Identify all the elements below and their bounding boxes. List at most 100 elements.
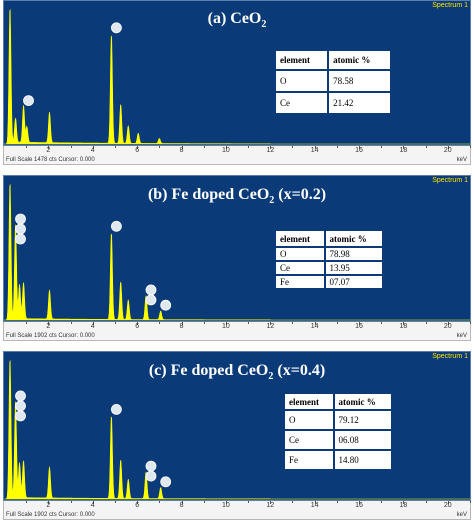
x-tick [403,501,405,504]
full-scale-text: Full Scale 1902 cts Cursor: 0.000 [6,512,95,518]
x-tick [336,322,338,324]
x-tick [314,501,316,504]
x-tick [292,501,294,503]
x-tick [270,146,272,149]
table-cell: Ce [274,260,326,276]
x-tick [381,146,383,148]
x-tick [248,322,250,324]
table-cell: Fe [283,449,335,471]
table-cell: Ce [283,429,335,451]
element-marker [15,233,26,245]
x-tick-label: 10 [221,147,230,154]
atomic-table-a: element atomic % O 78.58 Ce 21.42 [273,49,392,115]
table-cell: 13.95 [323,260,384,276]
x-tick [470,146,471,148]
element-marker [15,410,26,422]
element-marker [145,460,157,472]
x-tick [203,146,205,148]
element-marker [15,400,26,412]
footer-c: Full Scale 1902 cts Cursor: 0.000 keV [3,511,471,520]
x-tick [70,322,72,324]
x-tick [270,322,272,325]
x-tick-label: 12 [266,147,275,154]
plot-area-b: Spectrum 1 (b) Fe doped CeO2 (x=0.2) ele… [3,175,471,322]
spectrum-label: Spectrum 1 [432,353,468,360]
x-tick [359,146,361,149]
x-tick [403,146,405,149]
x-tick [270,501,272,504]
x-tick [181,322,183,325]
x-tick [225,322,227,325]
x-tick [114,146,116,148]
element-marker [160,299,172,311]
x-tick-label: 4 [90,502,95,509]
x-tick [225,146,227,149]
x-tick-label: 12 [266,502,275,509]
x-tick [336,146,338,148]
spectrum-chart-b [4,184,470,321]
spectrum-series [4,9,470,145]
x-tick [137,501,139,504]
x-tick-label: 8 [179,323,184,330]
footer-b: Full Scale 1902 cts Cursor: 0.000 keV [3,332,471,341]
x-tick [181,146,183,149]
x-tick [181,501,183,504]
x-tick [48,501,50,504]
x-tick-label: 14 [310,147,319,154]
x-tick [70,501,72,503]
x-tick [26,501,28,503]
table-cell: Fe [274,274,326,290]
x-tick [159,146,161,148]
full-scale-text: Full Scale 1478 cts Cursor: 0.000 [6,157,95,163]
x-axis-unit: keV [456,333,467,339]
x-tick [292,146,294,148]
x-tick-label: 10 [221,323,230,330]
panel-title-c: (c) Fe doped CeO2 (x=0.4) [148,362,326,383]
x-tick [381,322,383,324]
table-cell: O [273,69,330,93]
atomic-table-c: element atomic % O 79.12 Ce 06.08 Fe 14.80 [283,392,393,471]
element-marker [15,390,26,402]
x-tick-label: 18 [399,323,408,330]
table-cell: 07.07 [323,274,384,290]
element-marker [111,404,122,415]
x-tick [203,501,205,503]
x-tick [137,146,139,149]
x-tick-label: 4 [90,323,95,330]
x-axis-b: 2 4 6 8 10 12 14 16 18 20 [3,322,471,332]
x-tick-label: 20 [443,323,452,330]
x-tick [425,322,427,324]
x-tick-label: 10 [221,502,230,509]
spectrum-series [4,184,470,321]
x-tick-label: 20 [443,147,452,154]
table-cell: 14.80 [332,449,393,471]
spectrum-chart-a [4,9,470,145]
x-tick [92,501,94,504]
x-tick [70,146,72,148]
table-header-atomic: atomic % [323,229,384,248]
spectrum-panel-b: Spectrum 1 (b) Fe doped CeO2 (x=0.2) ele… [0,175,474,351]
x-tick-label: 20 [443,502,452,509]
element-marker [111,22,122,34]
spectrum-series [4,360,470,500]
table-cell: Ce [273,91,330,115]
table-cell: O [274,246,326,262]
x-tick [470,322,471,324]
table-header-element: element [273,49,330,71]
x-tick [447,501,449,504]
x-tick [159,322,161,324]
table-cell: 79.12 [332,409,393,431]
table-cell: 78.58 [327,69,392,93]
table-header-element: element [283,392,335,411]
table-cell: 78.98 [323,246,384,262]
x-tick-label: 16 [355,502,363,509]
element-marker [111,220,122,232]
x-tick [137,322,139,325]
x-tick [48,146,50,149]
x-tick-label: 8 [179,502,184,509]
x-axis-unit: keV [456,157,467,163]
atomic-table-b: element atomic % O 78.98 Ce 13.95 Fe 07.07 [274,229,384,290]
x-tick [26,146,28,148]
x-tick [359,322,361,325]
x-tick [248,146,250,148]
